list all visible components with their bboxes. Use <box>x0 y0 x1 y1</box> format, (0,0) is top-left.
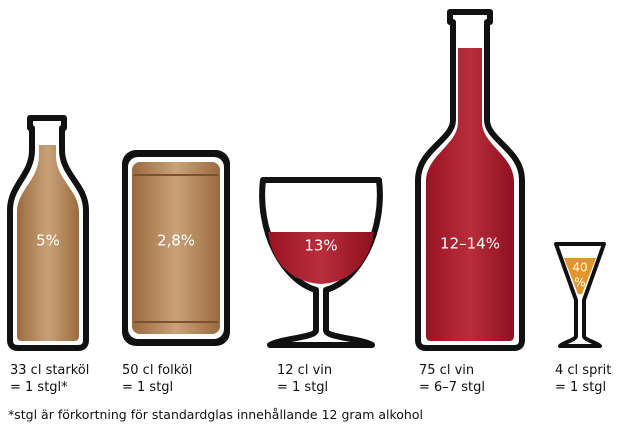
footnote: *stgl är förkortning för standardglas in… <box>8 407 423 422</box>
caption: 50 cl folköl <box>122 363 192 378</box>
beer-bottle: 5% <box>10 118 86 348</box>
caption: 33 cl starköl <box>10 363 89 378</box>
caption: = 1 stgl* <box>10 380 68 395</box>
caption: = 1 stgl <box>277 380 328 395</box>
percent-label: 5% <box>36 232 60 250</box>
caption: = 1 stgl <box>555 380 606 395</box>
caption: 4 cl sprit <box>555 363 611 378</box>
percent-label: 13% <box>304 237 337 255</box>
percent-label: 12–14% <box>440 235 500 253</box>
wine-bottle: 12–14% <box>418 12 522 348</box>
captions: 33 cl starköl = 1 stgl* 50 cl folköl = 1… <box>10 363 611 395</box>
percent-label: % <box>574 276 585 290</box>
percent-label: 40 <box>572 261 587 275</box>
caption: = 1 stgl <box>122 380 173 395</box>
caption: 12 cl vin <box>277 363 332 378</box>
wine-glass: 13% <box>262 180 380 345</box>
infographic: 5% 2,8% 13% 12–14% 40 % 33 cl starköl = … <box>0 0 625 428</box>
caption: = 6–7 stgl <box>419 380 485 395</box>
shot-glass: 40 % <box>556 244 604 346</box>
percent-label: 2,8% <box>157 232 195 250</box>
caption: 75 cl vin <box>419 363 474 378</box>
beer-can: 2,8% <box>122 150 230 346</box>
